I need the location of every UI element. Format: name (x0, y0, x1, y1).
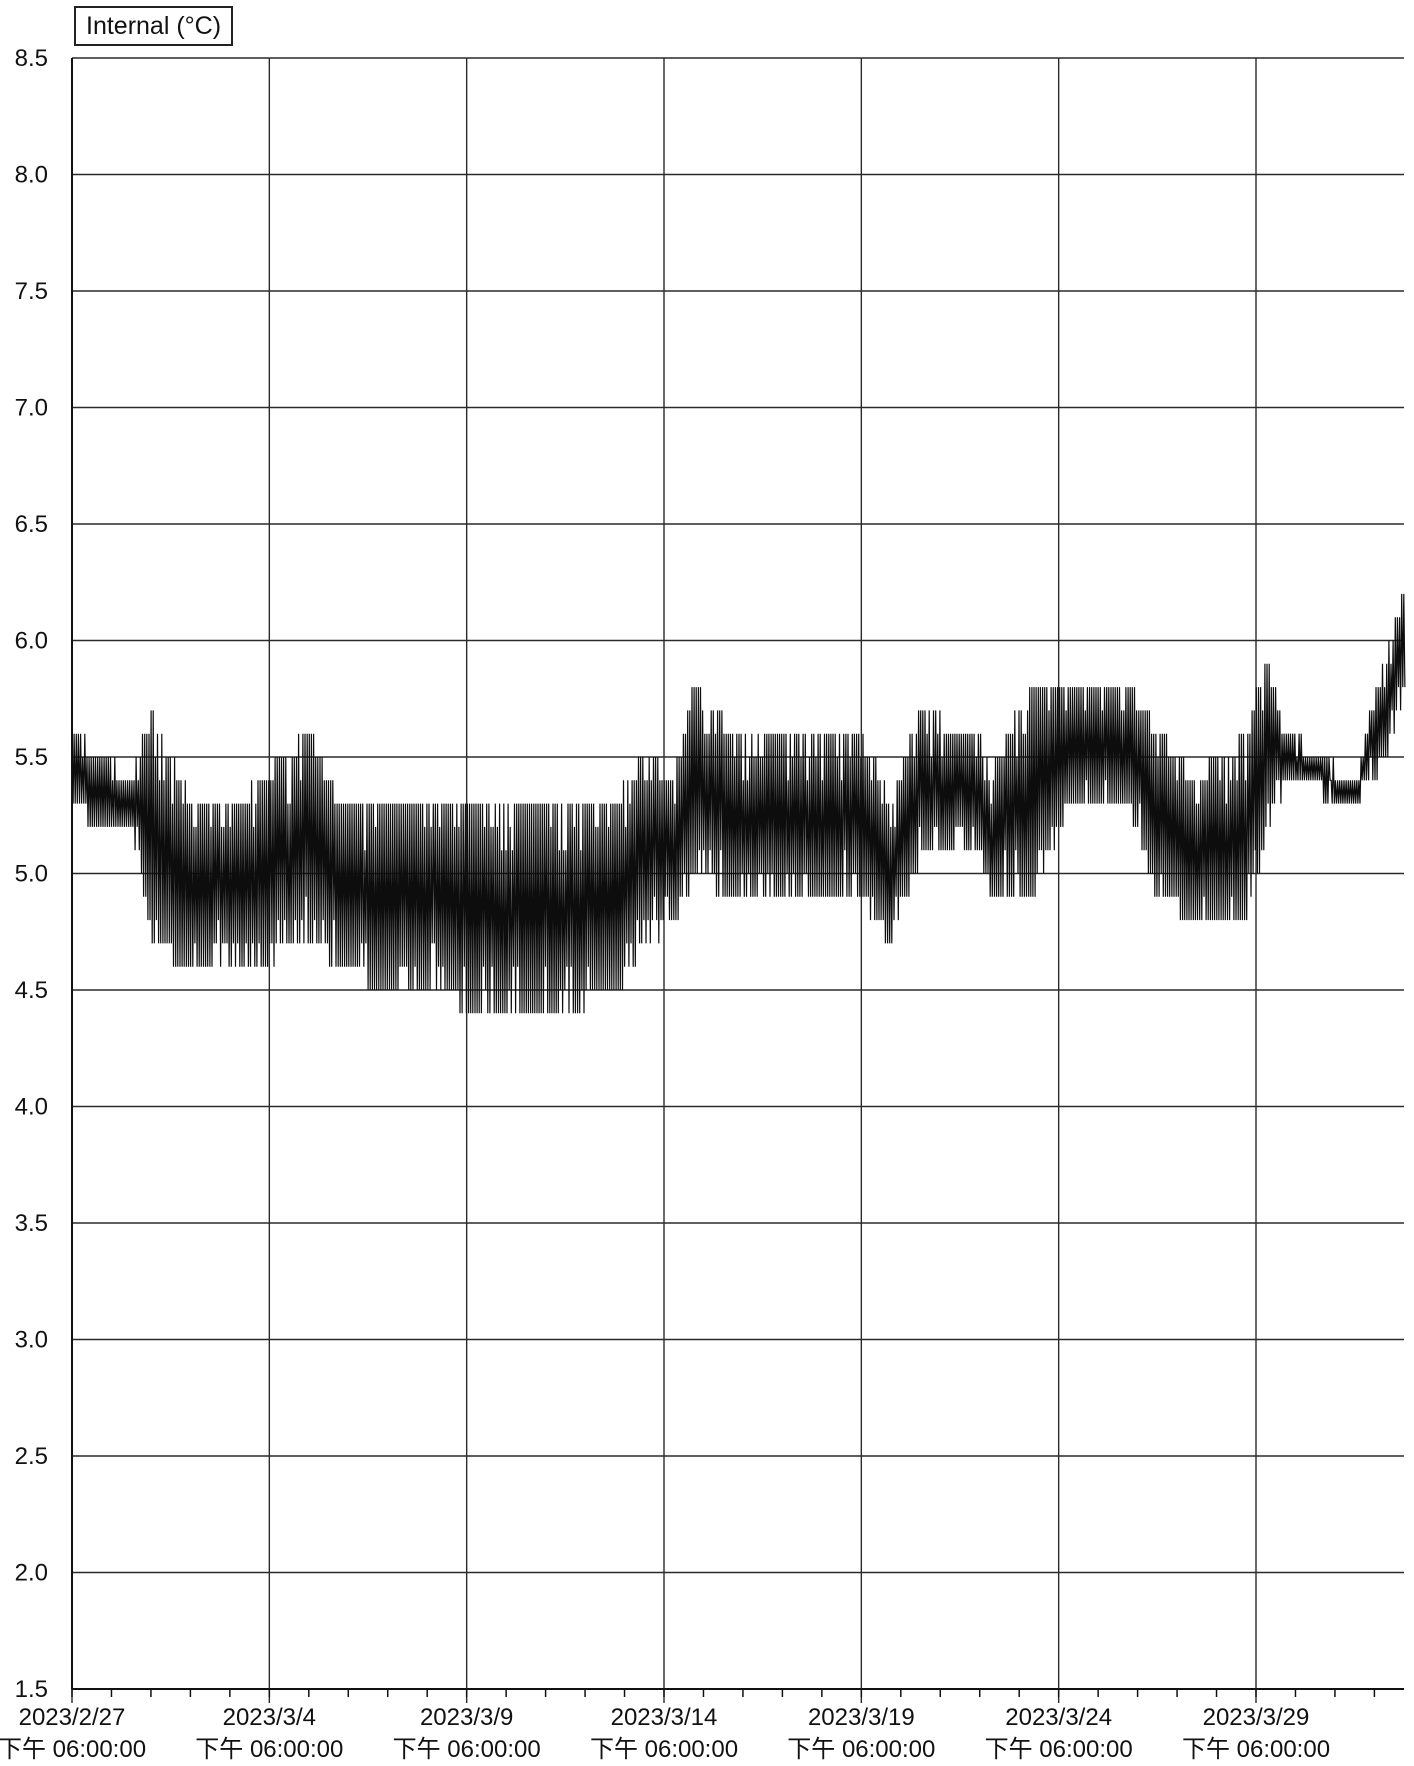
y-tick-label: 8.0 (15, 162, 48, 189)
y-tick-label: 7.5 (15, 278, 48, 305)
y-tick-label: 3.5 (15, 1210, 48, 1237)
axes (71, 58, 1404, 1690)
y-tick-labels: 1.5 2.0 2.5 3.0 3.5 4.0 4.5 5.0 5.5 6.0 6.5 7.0 7.5 8… (15, 45, 48, 1703)
x-tick-labels: 2023/2/27 下午 06:00:00 2023/3/4 下午 06:00:00 2… (0, 1704, 1330, 1763)
x-tick-date: 2023/3/24 (1005, 1704, 1112, 1731)
y-tick-label: 2.0 (15, 1560, 48, 1587)
x-tick-time: 下午 06:00:00 (0, 1736, 146, 1763)
y-tick-label: 5.5 (15, 744, 48, 771)
y-tick-label: 8.5 (15, 45, 48, 72)
y-tick-label: 5.0 (15, 861, 48, 888)
plot-area (71, 593, 1406, 1014)
y-tick-label: 2.5 (15, 1443, 48, 1470)
y-tick-label: 4.5 (15, 977, 48, 1004)
x-minor-ticks (71, 1689, 1376, 1697)
x-tick-time: 下午 06:00:00 (393, 1736, 541, 1763)
x-tick-date: 2023/3/14 (611, 1704, 718, 1731)
y-tick-label: 3.0 (15, 1327, 48, 1354)
x-tick-time: 下午 06:00:00 (985, 1736, 1133, 1763)
y-tick-label: 4.0 (15, 1094, 48, 1121)
y-tick-label: 7.0 (15, 395, 48, 422)
y-tick-label: 6.5 (15, 511, 48, 538)
series-line-internal (71, 593, 1406, 1014)
x-tick-date: 2023/3/19 (808, 1704, 915, 1731)
legend-series-label: Internal (°C) (74, 6, 234, 46)
horizontal-gridlines (72, 57, 1404, 1574)
x-tick-date: 2023/3/29 (1203, 1704, 1310, 1731)
x-tick-date: 2023/3/4 (223, 1704, 316, 1731)
y-tick-label: 6.0 (15, 628, 48, 655)
x-tick-time: 下午 06:00:00 (787, 1736, 935, 1763)
x-tick-time: 下午 06:00:00 (1182, 1736, 1330, 1763)
x-tick-time: 下午 06:00:00 (590, 1736, 738, 1763)
x-tick-date: 2023/3/9 (420, 1704, 513, 1731)
x-tick-date: 2023/2/27 (19, 1704, 126, 1731)
y-tick-label: 1.5 (15, 1676, 48, 1703)
x-tick-time: 下午 06:00:00 (195, 1736, 343, 1763)
